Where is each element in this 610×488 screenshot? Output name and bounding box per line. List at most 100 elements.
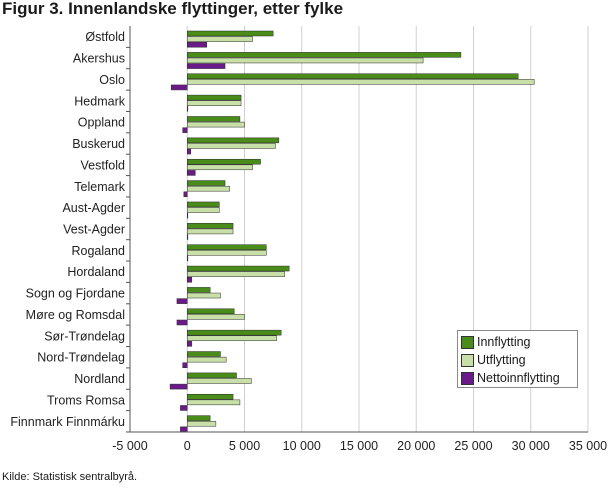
- bar-innflytting-nordland: [187, 372, 237, 379]
- bar-nettoinnflytting-s-r-tr-ndelag: [187, 341, 193, 347]
- bar-utflytting-sogn-og-fjordane: [187, 292, 221, 299]
- category-label-telemark: Telemark: [74, 180, 125, 194]
- bar-utflytting-oslo: [187, 79, 535, 85]
- x-tick-label: -5 000: [112, 439, 147, 453]
- bar-nettoinnflytting-aust-agder: [187, 212, 189, 219]
- bar-utflytting-finnmark-finnm-rku: [187, 420, 217, 427]
- category-label-hedmark: Hedmark: [74, 94, 125, 108]
- bar-utflytting-s-r-tr-ndelag: [187, 335, 277, 342]
- bar-utflytting-aust-agder: [187, 207, 220, 213]
- category-label-oppland: Oppland: [78, 116, 125, 130]
- category-label-vestfold: Vestfold: [81, 158, 126, 172]
- bar-innflytting-s-r-tr-ndelag: [187, 329, 282, 336]
- bar-utflytting-hedmark: [187, 100, 242, 106]
- x-tick-label: 15 000: [340, 439, 378, 453]
- bar-utflytting-nord-tr-ndelag: [187, 356, 227, 363]
- category-label-finnmark-finnm-rku: Finnmark Finnmárku: [10, 415, 125, 429]
- category-label-nord-tr-ndelag: Nord-Trøndelag: [37, 351, 125, 365]
- category-label-sogn-og-fjordane: Sogn og Fjordane: [26, 287, 125, 301]
- bar-nettoinnflytting-troms-romsa: [180, 405, 188, 411]
- bar-innflytting-vestfold: [187, 158, 261, 165]
- legend-item-innflytting: Innflytting: [461, 333, 577, 351]
- bar-nettoinnflytting-hordaland: [187, 277, 193, 283]
- bar-nettoinnflytting-m-re-og-romsdal: [176, 319, 188, 326]
- x-tick-label: 25 000: [454, 439, 492, 453]
- bar-utflytting-buskerud: [187, 143, 276, 149]
- category-label-buskerud: Buskerud: [72, 137, 125, 151]
- bar-innflytting-oppland: [187, 116, 241, 122]
- bar-utflytting-rogaland: [187, 250, 267, 256]
- bar-nettoinnflytting-sogn-og-fjordane: [176, 298, 188, 304]
- bar-innflytting-akershus: [187, 52, 462, 58]
- category-label-m-re-og-romsdal: Møre og Romsdal: [26, 308, 125, 322]
- bar-innflytting-stfold: [187, 30, 274, 37]
- legend-swatch-utflytting: [461, 353, 474, 367]
- category-label-aust-agder: Aust-Agder: [62, 201, 125, 215]
- bar-nettoinnflytting-oslo: [170, 84, 188, 91]
- bar-utflytting-stfold: [187, 36, 253, 42]
- bar-nettoinnflytting-stfold: [187, 41, 207, 48]
- bars: [169, 30, 535, 433]
- bar-utflytting-nordland: [187, 378, 252, 384]
- bar-innflytting-rogaland: [187, 244, 267, 250]
- bar-innflytting-m-re-og-romsdal: [187, 308, 235, 315]
- bar-utflytting-hordaland: [187, 271, 285, 277]
- legend-item-nettoinnflytting: Nettoinnflytting: [461, 369, 577, 387]
- x-tick-label: 5 000: [229, 439, 260, 453]
- bar-innflytting-aust-agder: [187, 201, 220, 208]
- bar-nettoinnflytting-oppland: [182, 127, 188, 133]
- category-label-nordland: Nordland: [74, 372, 125, 386]
- x-tick-label: 10 000: [283, 439, 321, 453]
- legend-label-utflytting: Utflytting: [477, 353, 526, 367]
- bar-nettoinnflytting-finnmark-finnm-rku: [180, 426, 188, 433]
- bar-innflytting-troms-romsa: [187, 394, 234, 400]
- bar-innflytting-finnmark-finnm-rku: [187, 415, 211, 421]
- bar-innflytting-sogn-og-fjordane: [187, 287, 211, 293]
- category-label-s-r-tr-ndelag: Sør-Trøndelag: [44, 329, 125, 343]
- x-tick-label: 30 000: [512, 439, 550, 453]
- category-label-oslo: Oslo: [99, 73, 125, 87]
- labels: -5 000 0 5 000 10 000 15 000 20 000 25 000 30 0…: [10, 30, 607, 453]
- bar-utflytting-troms-romsa: [187, 399, 241, 406]
- bar-nettoinnflytting-nordland: [169, 383, 188, 390]
- bar-innflytting-hordaland: [187, 265, 290, 272]
- legend-item-utflytting: Utflytting: [461, 351, 577, 369]
- x-tick-label: 20 000: [397, 439, 435, 453]
- bar-nettoinnflytting-vest-agder: [187, 234, 189, 240]
- bar-nettoinnflytting-vestfold: [187, 170, 196, 176]
- bar-utflytting-m-re-og-romsdal: [187, 314, 245, 320]
- category-label-stfold: Østfold: [85, 30, 125, 44]
- bar-utflytting-vestfold: [187, 164, 253, 171]
- bar-utflytting-telemark: [187, 185, 230, 192]
- legend-label-nettoinnflytting: Nettoinnflytting: [477, 371, 560, 385]
- category-label-troms-romsa: Troms Romsa: [47, 393, 125, 407]
- bar-nettoinnflytting-akershus: [187, 63, 226, 69]
- legend: Innflytting Utflytting Nettoinnflytting: [457, 330, 578, 388]
- category-label-vest-agder: Vest-Agder: [63, 223, 125, 237]
- legend-label-innflytting: Innflytting: [477, 335, 531, 349]
- x-tick-label: 35 000: [569, 439, 607, 453]
- bar-innflytting-oslo: [187, 73, 519, 79]
- bar-innflytting-vest-agder: [187, 223, 234, 229]
- bar-nettoinnflytting-hedmark: [187, 106, 189, 112]
- bar-nettoinnflytting-nord-tr-ndelag: [182, 362, 188, 368]
- bar-nettoinnflytting-telemark: [183, 191, 188, 198]
- chart-title: Figur 3. Innenlandske flyttinger, etter …: [2, 0, 344, 18]
- category-label-akershus: Akershus: [73, 52, 125, 66]
- bar-utflytting-oppland: [187, 121, 245, 128]
- category-label-rogaland: Rogaland: [71, 244, 125, 258]
- category-label-hordaland: Hordaland: [67, 265, 125, 279]
- axes: [126, 26, 588, 433]
- source-note: Kilde: Statistisk sentralbyrå.: [2, 471, 138, 483]
- bar-innflytting-nord-tr-ndelag: [187, 351, 221, 357]
- legend-swatch-nettoinnflytting: [461, 371, 474, 385]
- bar-nettoinnflytting-buskerud: [187, 148, 191, 155]
- bar-nettoinnflytting-rogaland: [187, 255, 189, 262]
- bar-utflytting-akershus: [187, 57, 424, 64]
- x-tick-label: 0: [184, 439, 191, 453]
- bar-innflytting-hedmark: [187, 94, 242, 101]
- bar-innflytting-buskerud: [187, 137, 280, 144]
- bar-utflytting-vest-agder: [187, 228, 234, 235]
- bar-innflytting-telemark: [187, 180, 226, 186]
